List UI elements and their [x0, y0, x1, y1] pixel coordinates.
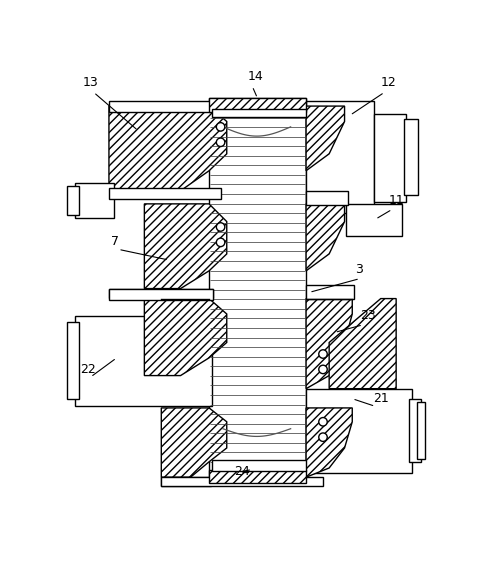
- Circle shape: [216, 138, 225, 146]
- Circle shape: [216, 238, 225, 247]
- Circle shape: [319, 433, 327, 441]
- Polygon shape: [329, 298, 396, 389]
- Bar: [306, 389, 412, 473]
- Bar: [306, 101, 374, 213]
- Circle shape: [216, 123, 225, 131]
- Polygon shape: [144, 298, 227, 376]
- Polygon shape: [306, 204, 345, 271]
- Text: 22: 22: [81, 363, 96, 376]
- Bar: [409, 399, 421, 462]
- Text: 3: 3: [355, 263, 363, 276]
- Bar: [212, 460, 306, 471]
- Bar: [67, 186, 79, 215]
- Bar: [346, 204, 402, 236]
- Text: 7: 7: [111, 234, 119, 248]
- Bar: [209, 98, 306, 112]
- Bar: [209, 469, 306, 483]
- Bar: [161, 478, 211, 487]
- Polygon shape: [306, 298, 352, 389]
- Bar: [161, 478, 323, 487]
- Polygon shape: [144, 204, 227, 289]
- Bar: [306, 285, 354, 298]
- Text: 13: 13: [83, 76, 98, 89]
- Bar: [75, 316, 212, 407]
- Bar: [75, 183, 114, 218]
- Circle shape: [216, 223, 225, 231]
- Circle shape: [319, 365, 327, 374]
- Bar: [109, 289, 213, 300]
- Text: 24: 24: [234, 465, 250, 478]
- Circle shape: [319, 418, 327, 426]
- Bar: [306, 191, 348, 204]
- Text: 11: 11: [388, 194, 404, 207]
- Bar: [374, 114, 406, 202]
- Bar: [109, 101, 228, 112]
- Text: 14: 14: [248, 70, 264, 83]
- Polygon shape: [161, 408, 227, 478]
- Text: 12: 12: [381, 76, 396, 89]
- Text: 21: 21: [373, 392, 389, 405]
- Bar: [67, 321, 79, 399]
- Text: 23: 23: [360, 309, 376, 323]
- Polygon shape: [109, 106, 227, 191]
- Bar: [417, 402, 425, 458]
- Circle shape: [319, 350, 327, 358]
- Bar: [212, 109, 306, 117]
- Polygon shape: [306, 106, 345, 170]
- Bar: [404, 119, 418, 195]
- Bar: [109, 289, 213, 298]
- Bar: [109, 188, 221, 199]
- Bar: [209, 98, 306, 481]
- Polygon shape: [306, 408, 352, 478]
